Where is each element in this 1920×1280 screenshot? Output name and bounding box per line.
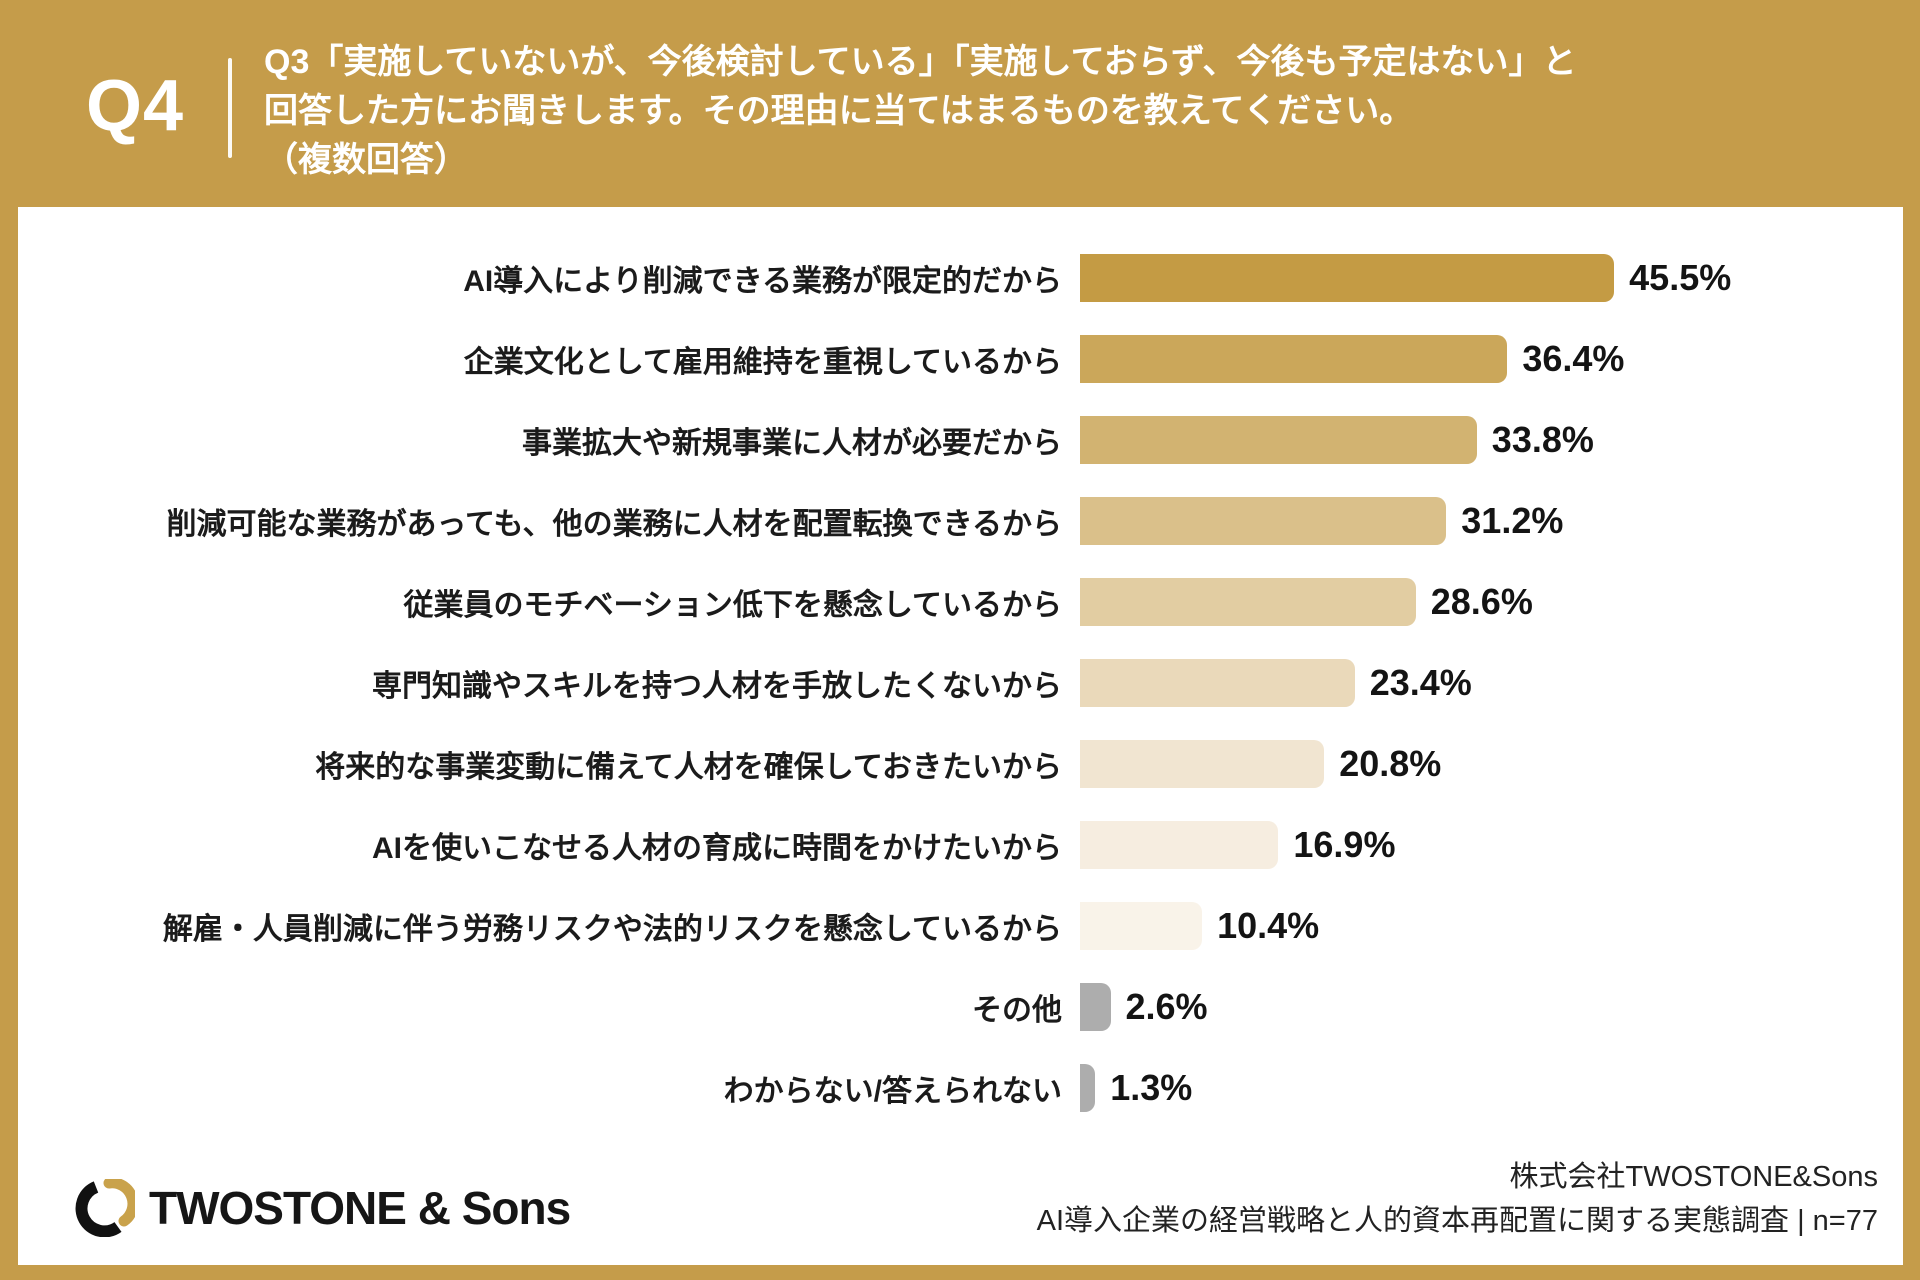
question-line-2: 回答した方にお聞きします。その理由に当てはまるものを教えてください。 [264,92,1414,130]
bar [1080,739,1325,788]
category-label: その他 [972,993,1062,1027]
source-note: 株式会社TWOSTONE&Sons AI導入企業の経営戦略と人的資本再配置に関す… [1037,1155,1878,1243]
company-logo: TWOSTONE & Sons [73,1179,571,1237]
question-number: Q4 [86,66,185,146]
chart-row: 専門知識やスキルを持つ人材を手放したくないから 23.4% [18,642,1903,723]
header: Q4 Q3「実施していないが、今後検討している」「実施しておらず、今後も予定はな… [0,0,1920,207]
value-label: 23.4% [1369,661,1472,703]
category-label: 企業文化として雇用維持を重視しているから [463,345,1062,379]
bar [1080,658,1355,707]
bar [1080,334,1508,383]
chart-row: 事業拡大や新規事業に人材が必要だから 33.8% [18,399,1903,480]
chart-row: AI導入により削減できる業務が限定的だから 45.5% [18,237,1903,318]
value-label: 33.8% [1491,418,1594,460]
bar-chart: AI導入により削減できる業務が限定的だから 45.5% 企業文化として雇用維持を重視… [18,237,1903,1128]
logo-text: TWOSTONE & Sons [149,1182,571,1234]
bar [1080,982,1111,1031]
value-label: 45.5% [1629,256,1732,298]
value-label: 2.6% [1125,985,1208,1027]
bar [1080,901,1203,950]
category-label: 削減可能な業務があっても、他の業務に人材を配置転換できるから [166,507,1063,541]
bar [1080,1063,1096,1112]
value-label: 36.4% [1522,337,1625,379]
category-label: 従業員のモチベーション低下を懸念しているから [403,588,1063,622]
value-label: 31.2% [1461,499,1564,541]
value-label: 20.8% [1339,742,1442,784]
chart-row: わからない/答えられない 1.3% [18,1047,1903,1128]
category-label: 事業拡大や新規事業に人材が必要だから [522,426,1062,460]
category-label: AI導入により削減できる業務が限定的だから [463,264,1062,298]
header-divider [228,58,232,158]
chart-row: 削減可能な業務があっても、他の業務に人材を配置転換できるから 31.2% [18,480,1903,561]
category-label: 将来的な事業変動に備えて人材を確保しておきたいから [315,750,1062,784]
value-label: 10.4% [1217,904,1320,946]
question-line-1: Q3「実施していないが、今後検討している」「実施しておらず、今後も予定はない」と [264,43,1577,81]
value-label: 16.9% [1293,823,1396,865]
category-label: AIを使いこなせる人材の育成に時間をかけたいから [372,831,1062,865]
question-text: Q3「実施していないが、今後検討している」「実施しておらず、今後も予定はない」と… [264,38,1577,185]
question-line-3: （複数回答） [264,141,468,179]
chart-row: 将来的な事業変動に備えて人材を確保しておきたいから 20.8% [18,723,1903,804]
category-label: 専門知識やスキルを持つ人材を手放したくないから [372,669,1062,703]
bar [1080,496,1447,545]
category-label: わからない/答えられない [723,1074,1062,1108]
source-company: 株式会社TWOSTONE&Sons [1509,1161,1878,1193]
bar [1080,253,1615,302]
chart-row: その他 2.6% [18,966,1903,1047]
value-label: 1.3% [1110,1066,1193,1108]
value-label: 28.6% [1430,580,1533,622]
twostone-logo-icon [75,1179,135,1237]
source-survey: AI導入企業の経営戦略と人的資本再配置に関する実態調査 | n=77 [1036,1205,1878,1237]
chart-row: 従業員のモチベーション低下を懸念しているから 28.6% [18,561,1903,642]
chart-card: AI導入により削減できる業務が限定的だから 45.5% 企業文化として雇用維持を重視… [18,207,1903,1265]
bar [1080,415,1477,464]
bar [1080,820,1279,869]
bar [1080,577,1416,626]
category-label: 解雇・人員削減に伴う労務リスクや法的リスクを懸念しているから [162,912,1062,946]
chart-row: 企業文化として雇用維持を重視しているから 36.4% [18,318,1903,399]
chart-row: AIを使いこなせる人材の育成に時間をかけたいから 16.9% [18,804,1903,885]
chart-row: 解雇・人員削減に伴う労務リスクや法的リスクを懸念しているから 10.4% [18,885,1903,966]
